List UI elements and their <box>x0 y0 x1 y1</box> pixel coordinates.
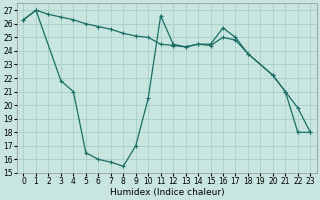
X-axis label: Humidex (Indice chaleur): Humidex (Indice chaleur) <box>109 188 224 197</box>
